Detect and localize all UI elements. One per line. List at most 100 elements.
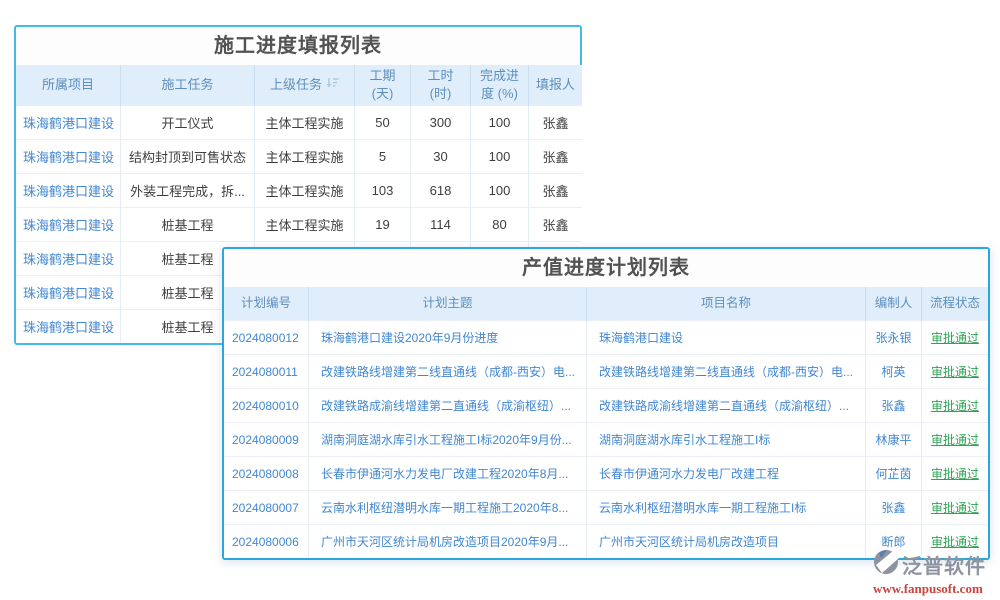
cell-days: 5 [354,139,411,174]
cell-parent: 主体工程实施 [254,173,355,208]
cell-status[interactable]: 审批通过 [921,524,988,558]
cell-project[interactable]: 改建铁路成渝线增建第二直通线（成渝枢纽）... [586,388,866,423]
table-row: 2024080012 珠海鹤港口建设2020年9月份进度 珠海鹤港口建设 张永银 审批通… [224,320,988,355]
cell-project[interactable]: 广州市天河区统计局机房改造项目 [586,524,866,558]
table-row: 珠海鹤港口建设 结构封顶到可售状态 主体工程实施 5 30 100 张鑫 [16,139,582,174]
cell-subject[interactable]: 广州市天河区统计局机房改造项目2020年9月... [308,524,587,558]
cell-project[interactable]: 珠海鹤港口建设 [16,275,121,310]
column-label: 流程状态 [929,296,980,311]
cell-subject[interactable]: 长春市伊通河水力发电厂改建工程2020年8月... [308,456,587,491]
cell-no[interactable]: 2024080010 [224,388,309,423]
cell-project[interactable]: 珠海鹤港口建设 [16,241,121,276]
column-header-0: 所属项目 [16,65,121,106]
cell-author[interactable]: 柯英 [865,354,922,389]
table-row: 2024080009 湖南洞庭湖水库引水工程施工I标2020年9月份... 湖南洞庭… [224,422,988,457]
cell-status[interactable]: 审批通过 [921,456,988,491]
column-label: 施工任务 [161,77,214,93]
column-label: 计划编号 [240,296,291,311]
cell-subject[interactable]: 改建铁路线增建第二线直通线（成都-西安）电... [308,354,587,389]
cell-project[interactable]: 湖南洞庭湖水库引水工程施工I标 [586,422,866,457]
column-label: 完成进 度 (%) [479,68,519,101]
column-header-3: 编制人 [865,287,922,321]
cell-subject[interactable]: 云南水利枢纽潜明水库一期工程施工2020年8... [308,490,587,525]
cell-project[interactable]: 珠海鹤港口建设 [16,105,121,140]
column-header-1: 计划主题 [308,287,587,321]
cell-subject[interactable]: 珠海鹤港口建设2020年9月份进度 [308,320,587,355]
cell-status[interactable]: 审批通过 [921,320,988,355]
column-header-3: 工期 (天) [354,65,411,106]
cell-reporter: 张鑫 [528,207,582,242]
vendor-watermark: 泛普软件 www.fanpusoft.com [873,549,986,597]
cell-subject[interactable]: 改建铁路成渝线增建第二直通线（成渝枢纽）... [308,388,587,423]
cell-project[interactable]: 珠海鹤港口建设 [586,320,866,355]
cell-parent: 主体工程实施 [254,207,355,242]
cell-reporter: 张鑫 [528,105,582,140]
column-label: 上级任务 [269,77,322,93]
cell-reporter: 张鑫 [528,173,582,208]
cell-no[interactable]: 2024080006 [224,524,309,558]
construction-progress-title: 施工进度填报列表 [16,27,580,65]
column-header-0: 计划编号 [224,287,309,321]
cell-parent: 主体工程实施 [254,105,355,140]
cell-no[interactable]: 2024080009 [224,422,309,457]
table-header-row: 计划编号 计划主题 项目名称 编制人 流程状态 [224,287,988,321]
cell-hours: 618 [410,173,471,208]
cell-task: 结构封顶到可售状态 [120,139,255,174]
column-label: 编制人 [874,296,913,311]
column-header-4: 流程状态 [921,287,988,321]
column-label: 填报人 [535,77,575,93]
cell-author[interactable]: 张鑫 [865,490,922,525]
table-row: 2024080006 广州市天河区统计局机房改造项目2020年9月... 广州市天河… [224,524,988,558]
cell-project[interactable]: 改建铁路线增建第二线直通线（成都-西安）电... [586,354,866,389]
cell-subject[interactable]: 湖南洞庭湖水库引水工程施工I标2020年9月份... [308,422,587,457]
cell-project[interactable]: 珠海鹤港口建设 [16,207,121,242]
column-label: 项目名称 [700,296,751,311]
fanpu-logo-icon [873,549,899,580]
table-row: 珠海鹤港口建设 开工仪式 主体工程实施 50 300 100 张鑫 [16,105,582,140]
cell-project[interactable]: 珠海鹤港口建设 [16,173,121,208]
column-header-1: 施工任务 [120,65,255,106]
cell-task: 桩基工程 [120,207,255,242]
cell-project[interactable]: 珠海鹤港口建设 [16,139,121,174]
cell-author[interactable]: 何芷茵 [865,456,922,491]
table-row: 珠海鹤港口建设 外装工程完成，拆... 主体工程实施 103 618 100 张鑫 [16,173,582,208]
cell-no[interactable]: 2024080012 [224,320,309,355]
cell-author[interactable]: 林康平 [865,422,922,457]
cell-hours: 30 [410,139,471,174]
column-label: 工时 (时) [427,68,454,101]
cell-status[interactable]: 审批通过 [921,490,988,525]
cell-hours: 114 [410,207,471,242]
cell-author[interactable]: 张永银 [865,320,922,355]
cell-task: 开工仪式 [120,105,255,140]
column-header-2[interactable]: 上级任务 [254,65,355,106]
cell-status[interactable]: 审批通过 [921,422,988,457]
cell-progress: 80 [470,207,529,242]
table-row: 2024080010 改建铁路成渝线增建第二直通线（成渝枢纽）... 改建铁路成渝线… [224,388,988,423]
cell-progress: 100 [470,105,529,140]
sort-icon [326,76,339,94]
brand-url: www.fanpusoft.com [873,581,983,596]
column-label: 工期 (天) [369,68,396,101]
cell-days: 50 [354,105,411,140]
cell-task: 外装工程完成，拆... [120,173,255,208]
brand-name: 泛普软件 [902,556,986,578]
cell-author[interactable]: 张鑫 [865,388,922,423]
cell-progress: 100 [470,173,529,208]
column-header-4: 工时 (时) [410,65,471,106]
table-header-row: 所属项目 施工任务 上级任务 工期 (天) 工时 (时) 完成进 度 (%) 填报人 [16,65,582,106]
table-row: 2024080011 改建铁路线增建第二线直通线（成都-西安）电... 改建铁路线增… [224,354,988,389]
table-row: 2024080008 长春市伊通河水力发电厂改建工程2020年8月... 长春市伊通… [224,456,988,491]
column-label: 所属项目 [41,77,94,93]
cell-project[interactable]: 云南水利枢纽潜明水库一期工程施工I标 [586,490,866,525]
cell-no[interactable]: 2024080007 [224,490,309,525]
cell-no[interactable]: 2024080008 [224,456,309,491]
column-header-6: 填报人 [528,65,582,106]
cell-status[interactable]: 审批通过 [921,388,988,423]
cell-project[interactable]: 长春市伊通河水力发电厂改建工程 [586,456,866,491]
cell-no[interactable]: 2024080011 [224,354,309,389]
cell-status[interactable]: 审批通过 [921,354,988,389]
column-header-2: 项目名称 [586,287,866,321]
cell-project[interactable]: 珠海鹤港口建设 [16,309,121,343]
output-value-plan-table: 计划编号 计划主题 项目名称 编制人 流程状态 2024080012 珠海鹤港口建设202… [224,287,988,558]
cell-hours: 300 [410,105,471,140]
